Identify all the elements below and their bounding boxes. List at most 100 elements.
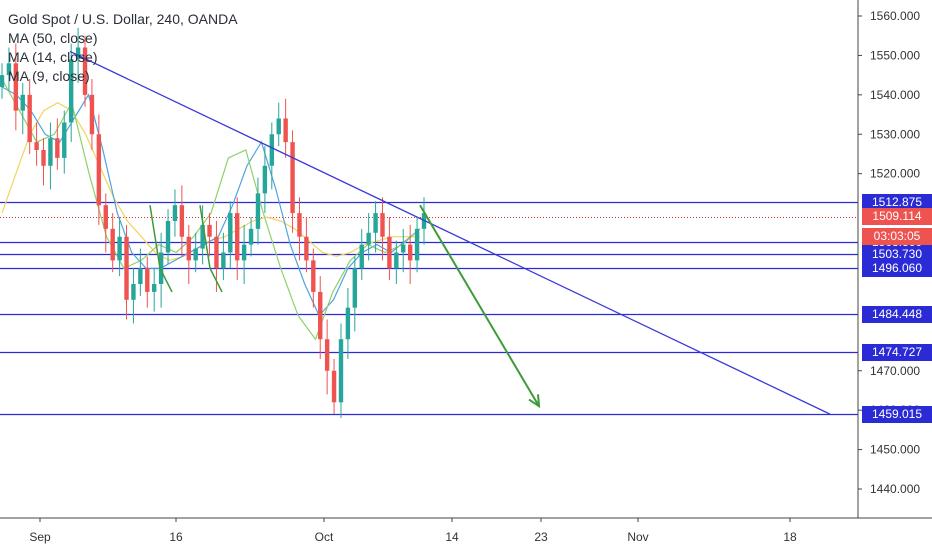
time-tick-label: 14: [445, 530, 459, 544]
candle-body: [145, 268, 150, 292]
candle-body: [207, 224, 212, 237]
candle-body: [200, 224, 205, 249]
candle-body: [228, 213, 233, 253]
horizontal-levels: [0, 201, 858, 416]
candle-body: [193, 248, 198, 261]
time-tick-label: Oct: [315, 530, 334, 544]
candle-body: [68, 59, 74, 123]
price-tick-label: 1440.000: [870, 482, 920, 496]
candle-body: [41, 150, 46, 166]
time-tick-label: 16: [169, 530, 183, 544]
candle-body: [359, 244, 364, 269]
candle-body: [324, 339, 330, 371]
candle-body: [0, 75, 5, 87]
candle-body: [414, 228, 420, 261]
price-level-tag[interactable]: 1484.448: [862, 305, 932, 323]
candle-body: [138, 268, 143, 285]
candle-body: [117, 236, 122, 261]
time-tick-label: Nov: [627, 530, 648, 544]
candle-body: [96, 134, 102, 206]
candle-body: [401, 244, 406, 253]
current-price-tag[interactable]: 1509.114: [862, 208, 932, 226]
price-level-tag[interactable]: 1512.875: [862, 193, 932, 211]
indicator-ma50[interactable]: MA (50, close): [8, 30, 98, 46]
candle-body: [34, 142, 39, 151]
candle-body: [394, 252, 399, 269]
candle-body: [179, 205, 185, 237]
trendlines: [69, 50, 831, 415]
candle-body: [352, 268, 358, 308]
candle-body: [290, 142, 295, 214]
wave-mark: [149, 205, 173, 293]
candle-body: [407, 244, 413, 261]
candle-body: [124, 236, 129, 300]
price-level-tag[interactable]: 1503.730: [862, 245, 932, 263]
price-tick-label: 1520.000: [870, 167, 920, 181]
candle-body: [241, 244, 247, 261]
candle-body: [221, 252, 226, 269]
price-tick-label: 1550.000: [870, 48, 920, 62]
time-tick-label: 23: [534, 530, 548, 544]
candle-body: [387, 236, 392, 269]
candle-body: [262, 165, 268, 194]
symbol-title[interactable]: Gold Spot / U.S. Dollar, 240, OANDA: [8, 11, 238, 27]
candle-body: [297, 213, 302, 237]
countdown-tag[interactable]: 03:03:05: [862, 228, 932, 246]
indicator-ma14[interactable]: MA (14, close): [8, 49, 98, 65]
candle-body: [55, 138, 60, 158]
candle-body: [172, 205, 178, 221]
chart-legend: Gold Spot / U.S. Dollar, 240, OANDA MA (…: [8, 10, 238, 86]
candle-body: [338, 339, 344, 403]
candle-body: [48, 138, 53, 166]
candle-body: [373, 213, 378, 233]
price-level-tag[interactable]: 1496.060: [862, 259, 932, 277]
candle-body: [318, 291, 323, 340]
projection-arrow-shaft: [419, 204, 540, 407]
candle-body: [13, 63, 19, 111]
price-tick-label: 1470.000: [870, 364, 920, 378]
candle-body: [89, 94, 95, 135]
candle-body: [331, 370, 337, 403]
candle-body: [131, 284, 136, 300]
candle-body: [345, 307, 351, 340]
candle-body: [186, 236, 191, 261]
candle-body: [110, 228, 115, 261]
candle-body: [27, 94, 32, 143]
candle-body: [304, 236, 309, 261]
time-tick-label: Sep: [29, 530, 51, 544]
candle-body: [283, 118, 288, 143]
candle-body: [75, 47, 81, 60]
candle-body: [103, 205, 108, 229]
candle-body: [158, 252, 164, 285]
candle-body: [62, 122, 67, 158]
candle-body: [235, 213, 240, 261]
candle-body: [311, 260, 316, 292]
projection-arrow-head: [528, 394, 541, 409]
price-level-tag[interactable]: 1459.015: [862, 405, 932, 423]
candle-body: [165, 220, 171, 253]
candle-body: [20, 94, 25, 111]
price-tick-label: 1450.000: [870, 443, 920, 457]
candle-body: [82, 47, 88, 95]
candle-body: [214, 236, 219, 269]
candle-body: [151, 284, 157, 292]
candles: [0, 27, 427, 419]
candle-body: [366, 232, 371, 245]
price-tick-label: 1540.000: [870, 88, 920, 102]
price-tick-label: 1560.000: [870, 9, 920, 23]
price-level-tag[interactable]: 1474.727: [862, 343, 932, 361]
price-tick-label: 1530.000: [870, 127, 920, 141]
candle-body: [248, 228, 254, 245]
time-tick-label: 18: [783, 530, 797, 544]
ma14-line: [1, 86, 421, 317]
wave-mark: [199, 205, 223, 293]
candle-body: [276, 118, 281, 135]
candle-body: [380, 213, 385, 237]
candle-body: [255, 193, 261, 229]
candle-body: [6, 63, 12, 76]
indicator-ma9[interactable]: MA (9, close): [8, 68, 90, 84]
descending-trendline: [69, 50, 831, 415]
